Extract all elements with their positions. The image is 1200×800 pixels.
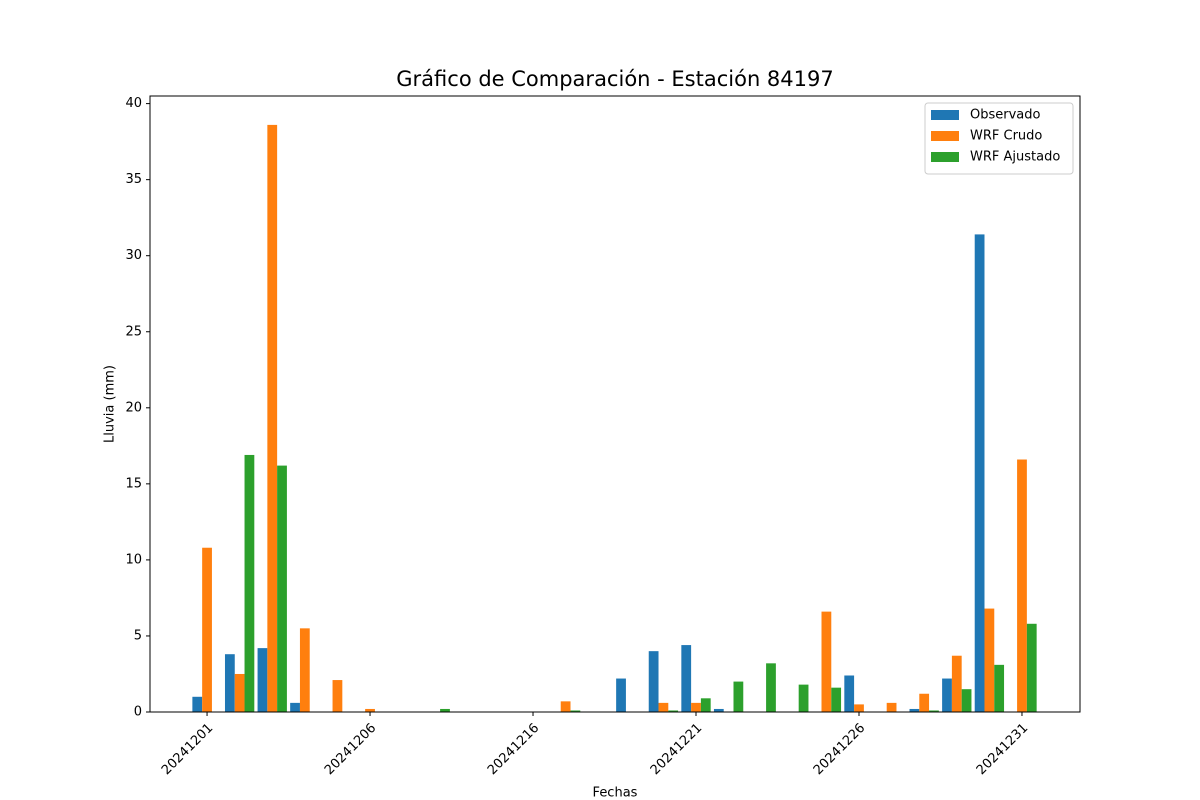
bar — [798, 684, 809, 712]
bar — [299, 628, 310, 712]
x-tick-label: 20241221 — [648, 721, 705, 778]
x-tick-label: 20241206 — [322, 721, 379, 778]
bar — [560, 701, 571, 712]
bar — [942, 678, 952, 712]
bar — [202, 547, 212, 712]
bar — [332, 680, 343, 712]
bar — [700, 698, 711, 712]
bar — [951, 655, 962, 712]
bar — [766, 663, 776, 712]
bar — [257, 648, 268, 712]
bar — [713, 708, 724, 712]
bar — [234, 673, 245, 712]
bar — [844, 675, 855, 712]
legend-box — [924, 102, 1074, 175]
y-tick-label: 15 — [125, 476, 142, 491]
bar — [267, 124, 278, 713]
bar — [290, 702, 300, 712]
bar — [616, 678, 626, 712]
legend-label: WRF Ajustado — [970, 150, 1060, 165]
bar — [984, 608, 995, 712]
plot-frame — [149, 95, 1081, 713]
bar — [733, 681, 744, 712]
bar — [821, 611, 832, 712]
bar — [854, 704, 864, 712]
y-tick-label: 10 — [125, 552, 142, 567]
y-tick-label: 0 — [134, 705, 142, 720]
y-axis-label: Lluvia (mm) — [103, 365, 118, 443]
chart-title: Gráfico de Comparación - Estación 84197 — [396, 67, 833, 91]
bar — [365, 708, 375, 712]
x-axis-label: Fechas — [593, 786, 638, 800]
legend-label: Observado — [970, 108, 1041, 123]
y-tick-label: 35 — [125, 172, 142, 187]
bar — [1026, 623, 1037, 712]
bar — [658, 702, 669, 712]
bar — [886, 702, 897, 712]
bar — [192, 696, 203, 712]
bar — [691, 702, 701, 712]
legend-swatch — [931, 110, 959, 120]
x-tick-label: 20241226 — [811, 721, 868, 778]
bar — [929, 710, 939, 712]
bar — [440, 708, 450, 712]
bar — [277, 465, 287, 712]
legend-label: WRF Crudo — [970, 129, 1042, 144]
y-tick-label: 5 — [134, 628, 142, 643]
x-tick-label: 20241231 — [974, 721, 1031, 778]
bar — [994, 664, 1005, 712]
x-tick-label: 20241201 — [159, 721, 216, 778]
bar — [648, 651, 659, 712]
bar — [681, 645, 692, 712]
bar — [909, 708, 920, 712]
x-tick-label: 20241216 — [485, 721, 542, 778]
bar — [668, 710, 679, 712]
bar — [224, 654, 235, 712]
bar — [974, 234, 985, 712]
y-tick-label: 25 — [125, 324, 142, 339]
bar — [919, 693, 930, 712]
y-tick-label: 40 — [125, 96, 142, 111]
legend-swatch — [931, 152, 959, 162]
bar — [961, 689, 972, 712]
bar — [244, 454, 255, 712]
y-tick-label: 20 — [125, 400, 142, 415]
bar — [1017, 459, 1027, 712]
legend-swatch — [931, 131, 959, 141]
y-tick-label: 30 — [125, 248, 142, 263]
bar — [570, 710, 581, 712]
bar — [831, 687, 842, 712]
